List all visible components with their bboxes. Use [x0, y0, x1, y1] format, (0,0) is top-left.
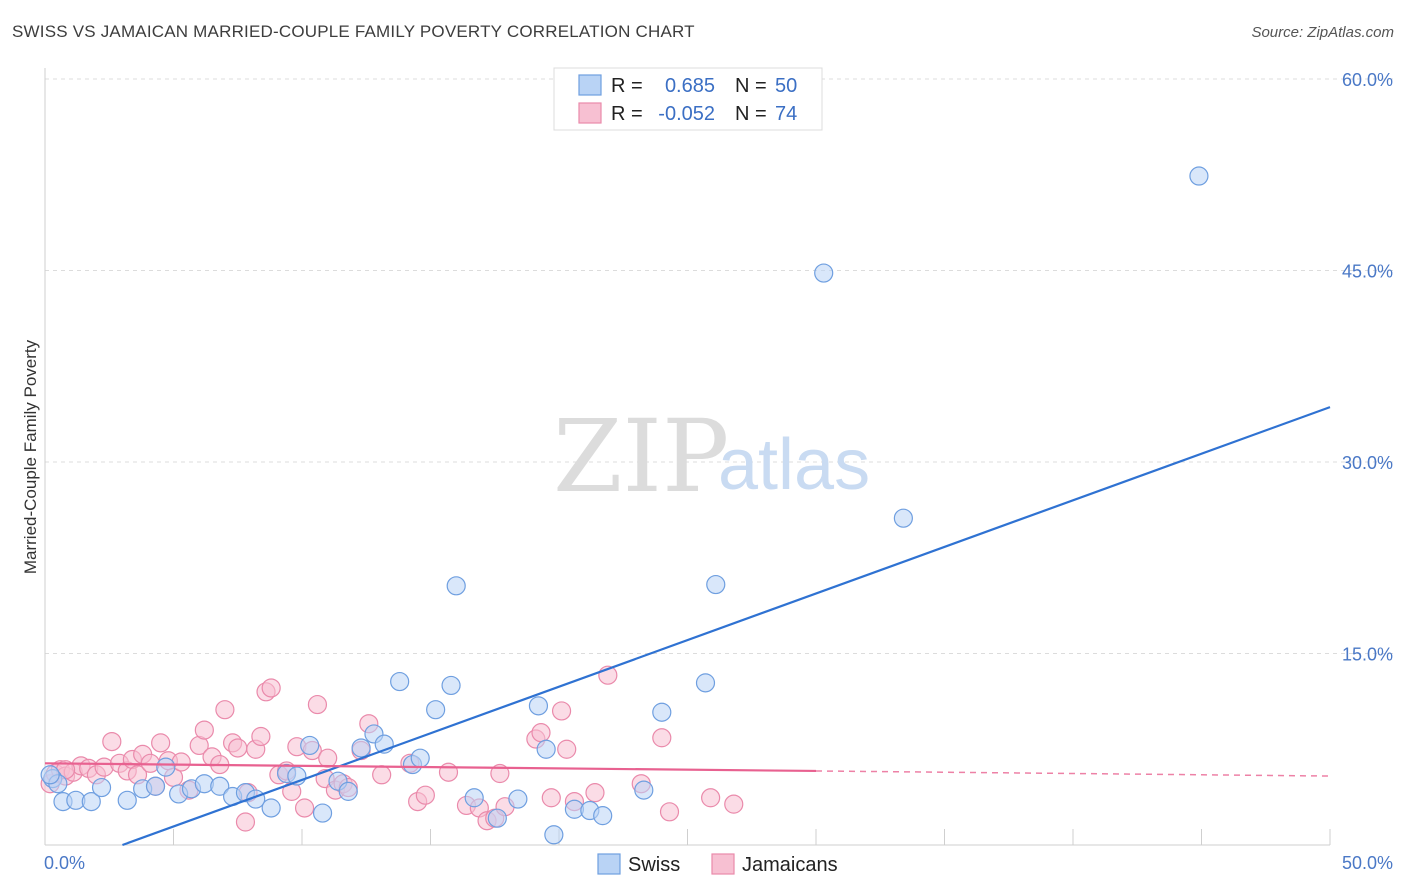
point-jamaicans-9 [102, 731, 122, 752]
legend-n-value-jamaicans: 74 [775, 103, 797, 125]
trendline-jamaicans [44, 762, 817, 773]
legend-r-label-swiss: R = [611, 75, 643, 97]
point-jamaicans-62 [541, 788, 561, 808]
point-swiss-6 [117, 790, 137, 810]
point-jamaicans-29 [235, 812, 256, 832]
point-jamaicans-28 [228, 738, 248, 758]
point-swiss-49 [40, 765, 60, 785]
point-swiss-37 [536, 739, 556, 759]
point-swiss-20 [300, 735, 320, 756]
point-jamaicans-70 [659, 802, 680, 822]
point-jamaicans-23 [194, 720, 214, 740]
point-swiss-46 [814, 263, 834, 283]
point-swiss-23 [338, 781, 358, 801]
point-jamaicans-39 [294, 798, 315, 818]
point-jamaicans-63 [551, 701, 572, 721]
y-tick-label-1: 30.0% [1342, 453, 1393, 473]
watermark: ZIP atlas [553, 398, 870, 515]
point-jamaicans-34 [261, 678, 281, 698]
watermark-zip: ZIP [553, 398, 729, 515]
point-swiss-4 [81, 791, 101, 812]
legend-swatch-swiss [578, 74, 602, 96]
bottom-legend-label-jamaicans: Jamaicans [742, 854, 838, 876]
point-swiss-34 [487, 808, 507, 828]
point-swiss-21 [312, 803, 333, 823]
point-jamaicans-58 [490, 763, 510, 784]
legend-r-value-swiss: 0.685 [665, 75, 715, 97]
y-tick-label-2: 45.0% [1342, 262, 1393, 282]
point-jamaicans-49 [372, 765, 392, 785]
point-jamaicans-41 [307, 694, 328, 715]
point-swiss-13 [210, 776, 230, 796]
x-tick-label-0: 0.0% [44, 853, 85, 873]
legend-n-label-swiss: N = [735, 75, 767, 97]
x-tick-label-1: 50.0% [1342, 853, 1393, 873]
y-tick-label-3: 60.0% [1342, 70, 1393, 90]
point-swiss-45 [706, 574, 726, 595]
point-jamaicans-66 [585, 783, 605, 803]
legend-n-value-swiss: 50 [775, 75, 797, 97]
top-legend: R = 0.685 N = 50 R = -0.052 N = 74 [553, 67, 823, 131]
legend-n-label-jamaicans: N = [735, 103, 767, 125]
point-swiss-9 [156, 757, 176, 777]
point-swiss-48 [1189, 166, 1209, 186]
y-axis-label: Married-Couple Family Poverty [21, 339, 40, 574]
point-swiss-33 [464, 788, 484, 808]
legend-swatch-jamaicans [578, 102, 602, 124]
point-jamaicans-17 [151, 733, 171, 753]
point-swiss-44 [695, 673, 716, 693]
point-jamaicans-72 [724, 794, 744, 814]
y-tick-label-0: 15.0% [1342, 645, 1393, 665]
point-swiss-30 [426, 700, 446, 720]
trendline-swiss [122, 406, 1331, 847]
point-jamaicans-43 [318, 748, 338, 768]
point-swiss-43 [652, 702, 672, 722]
point-swiss-27 [390, 671, 410, 692]
point-jamaicans-32 [251, 726, 271, 747]
point-jamaicans-64 [557, 739, 577, 759]
point-swiss-8 [145, 776, 166, 796]
point-jamaicans-53 [438, 762, 459, 782]
point-swiss-35 [508, 789, 528, 809]
point-jamaicans-52 [415, 785, 435, 805]
watermark-atlas: atlas [718, 425, 870, 505]
chart-source: Source: ZipAtlas.com [1251, 24, 1394, 41]
point-swiss-32 [446, 576, 466, 596]
point-jamaicans-61 [531, 723, 551, 743]
point-swiss-42 [634, 780, 654, 800]
bottom-legend-swatch-jamaicans [711, 853, 735, 875]
point-swiss-47 [893, 508, 913, 528]
point-swiss-29 [410, 748, 430, 768]
point-swiss-31 [441, 675, 461, 696]
trend-layer [44, 406, 1331, 847]
bottom-legend-swatch-swiss [597, 853, 621, 875]
bottom-legend-label-swiss: Swiss [628, 854, 680, 876]
point-swiss-24 [351, 738, 371, 758]
point-jamaicans-26 [215, 700, 235, 720]
point-swiss-41 [593, 806, 613, 826]
bottom-legend: Swiss Jamaicans [597, 853, 838, 876]
point-jamaicans-69 [652, 728, 672, 748]
point-swiss-36 [528, 696, 549, 716]
grid-layer [45, 78, 1395, 654]
point-swiss-5 [91, 777, 112, 798]
point-swiss-17 [261, 798, 281, 818]
trendline-dashed-jamaicans [815, 770, 1331, 777]
point-jamaicans-71 [701, 788, 721, 808]
chart-title: SWISS VS JAMAICAN MARRIED-COUPLE FAMILY … [12, 22, 695, 41]
point-swiss-38 [544, 825, 564, 845]
legend-r-value-jamaicans: -0.052 [658, 103, 715, 125]
legend-r-label-jamaicans: R = [611, 103, 643, 125]
